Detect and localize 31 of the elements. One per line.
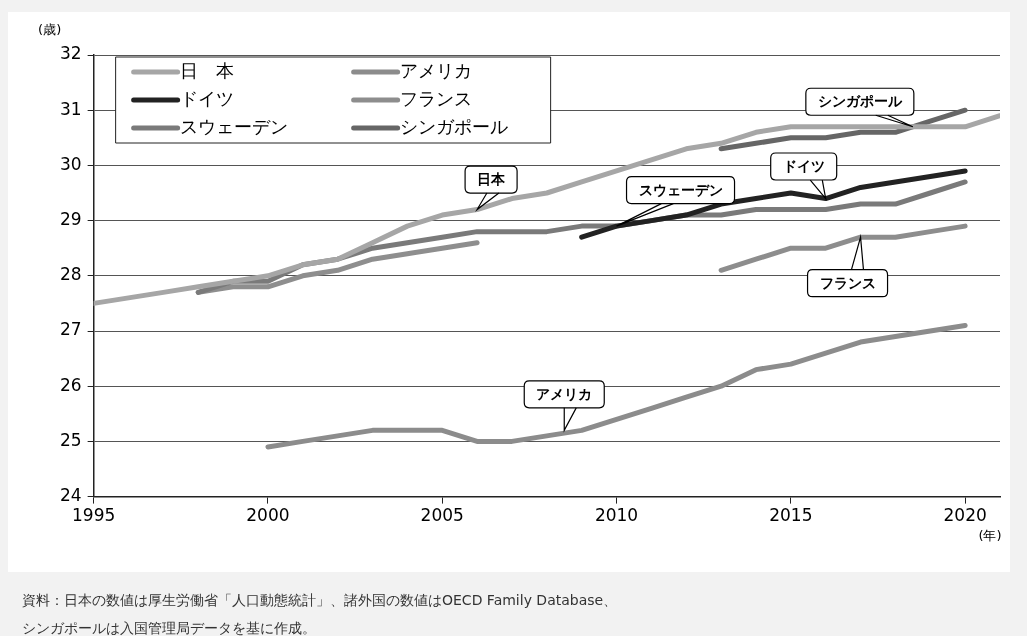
y-tick-label: 26 [59, 374, 82, 395]
x-tick-label: 2015 [769, 505, 813, 526]
y-tick-label: 24 [59, 485, 82, 506]
y-tick-label: 32 [59, 43, 82, 64]
text: シンガポールは入国管理局データを基に作成。 [22, 619, 317, 636]
legend-label: ドイツ [179, 87, 234, 109]
annotation: スウェーデン [638, 181, 723, 198]
x-tick-label: 2005 [420, 505, 464, 526]
y-axis-title: (歳) [38, 21, 62, 37]
legend-label: 日 本 [179, 59, 234, 81]
legend-label: シンガポール [399, 115, 508, 137]
x-tick-label: 2000 [246, 505, 290, 526]
text: 資料：日本の数値は厚生労働省「人口動態統計」、諸外国の数値はOECD Family Database、 [22, 591, 618, 610]
y-tick-label: 31 [59, 98, 82, 119]
y-tick-label: 27 [59, 319, 82, 340]
legend-label: スウェーデン [179, 115, 288, 137]
annotation: ドイツ [782, 158, 825, 175]
y-tick-label: 30 [59, 153, 82, 174]
annotation: アメリカ [536, 386, 593, 402]
x-axis-title: (年) [978, 528, 1002, 544]
annotation: シンガポール [817, 93, 903, 110]
y-tick-label: 28 [59, 264, 82, 285]
legend-label: アメリカ [399, 59, 472, 81]
x-tick-label: 1995 [72, 505, 116, 526]
x-tick-label: 2020 [943, 505, 987, 526]
annotation: フランス [819, 274, 876, 291]
y-tick-label: 29 [59, 209, 82, 230]
legend-label: フランス [399, 87, 472, 109]
x-tick-label: 2010 [594, 505, 639, 526]
y-tick-label: 25 [59, 429, 82, 450]
annotation: 日本 [477, 171, 507, 188]
